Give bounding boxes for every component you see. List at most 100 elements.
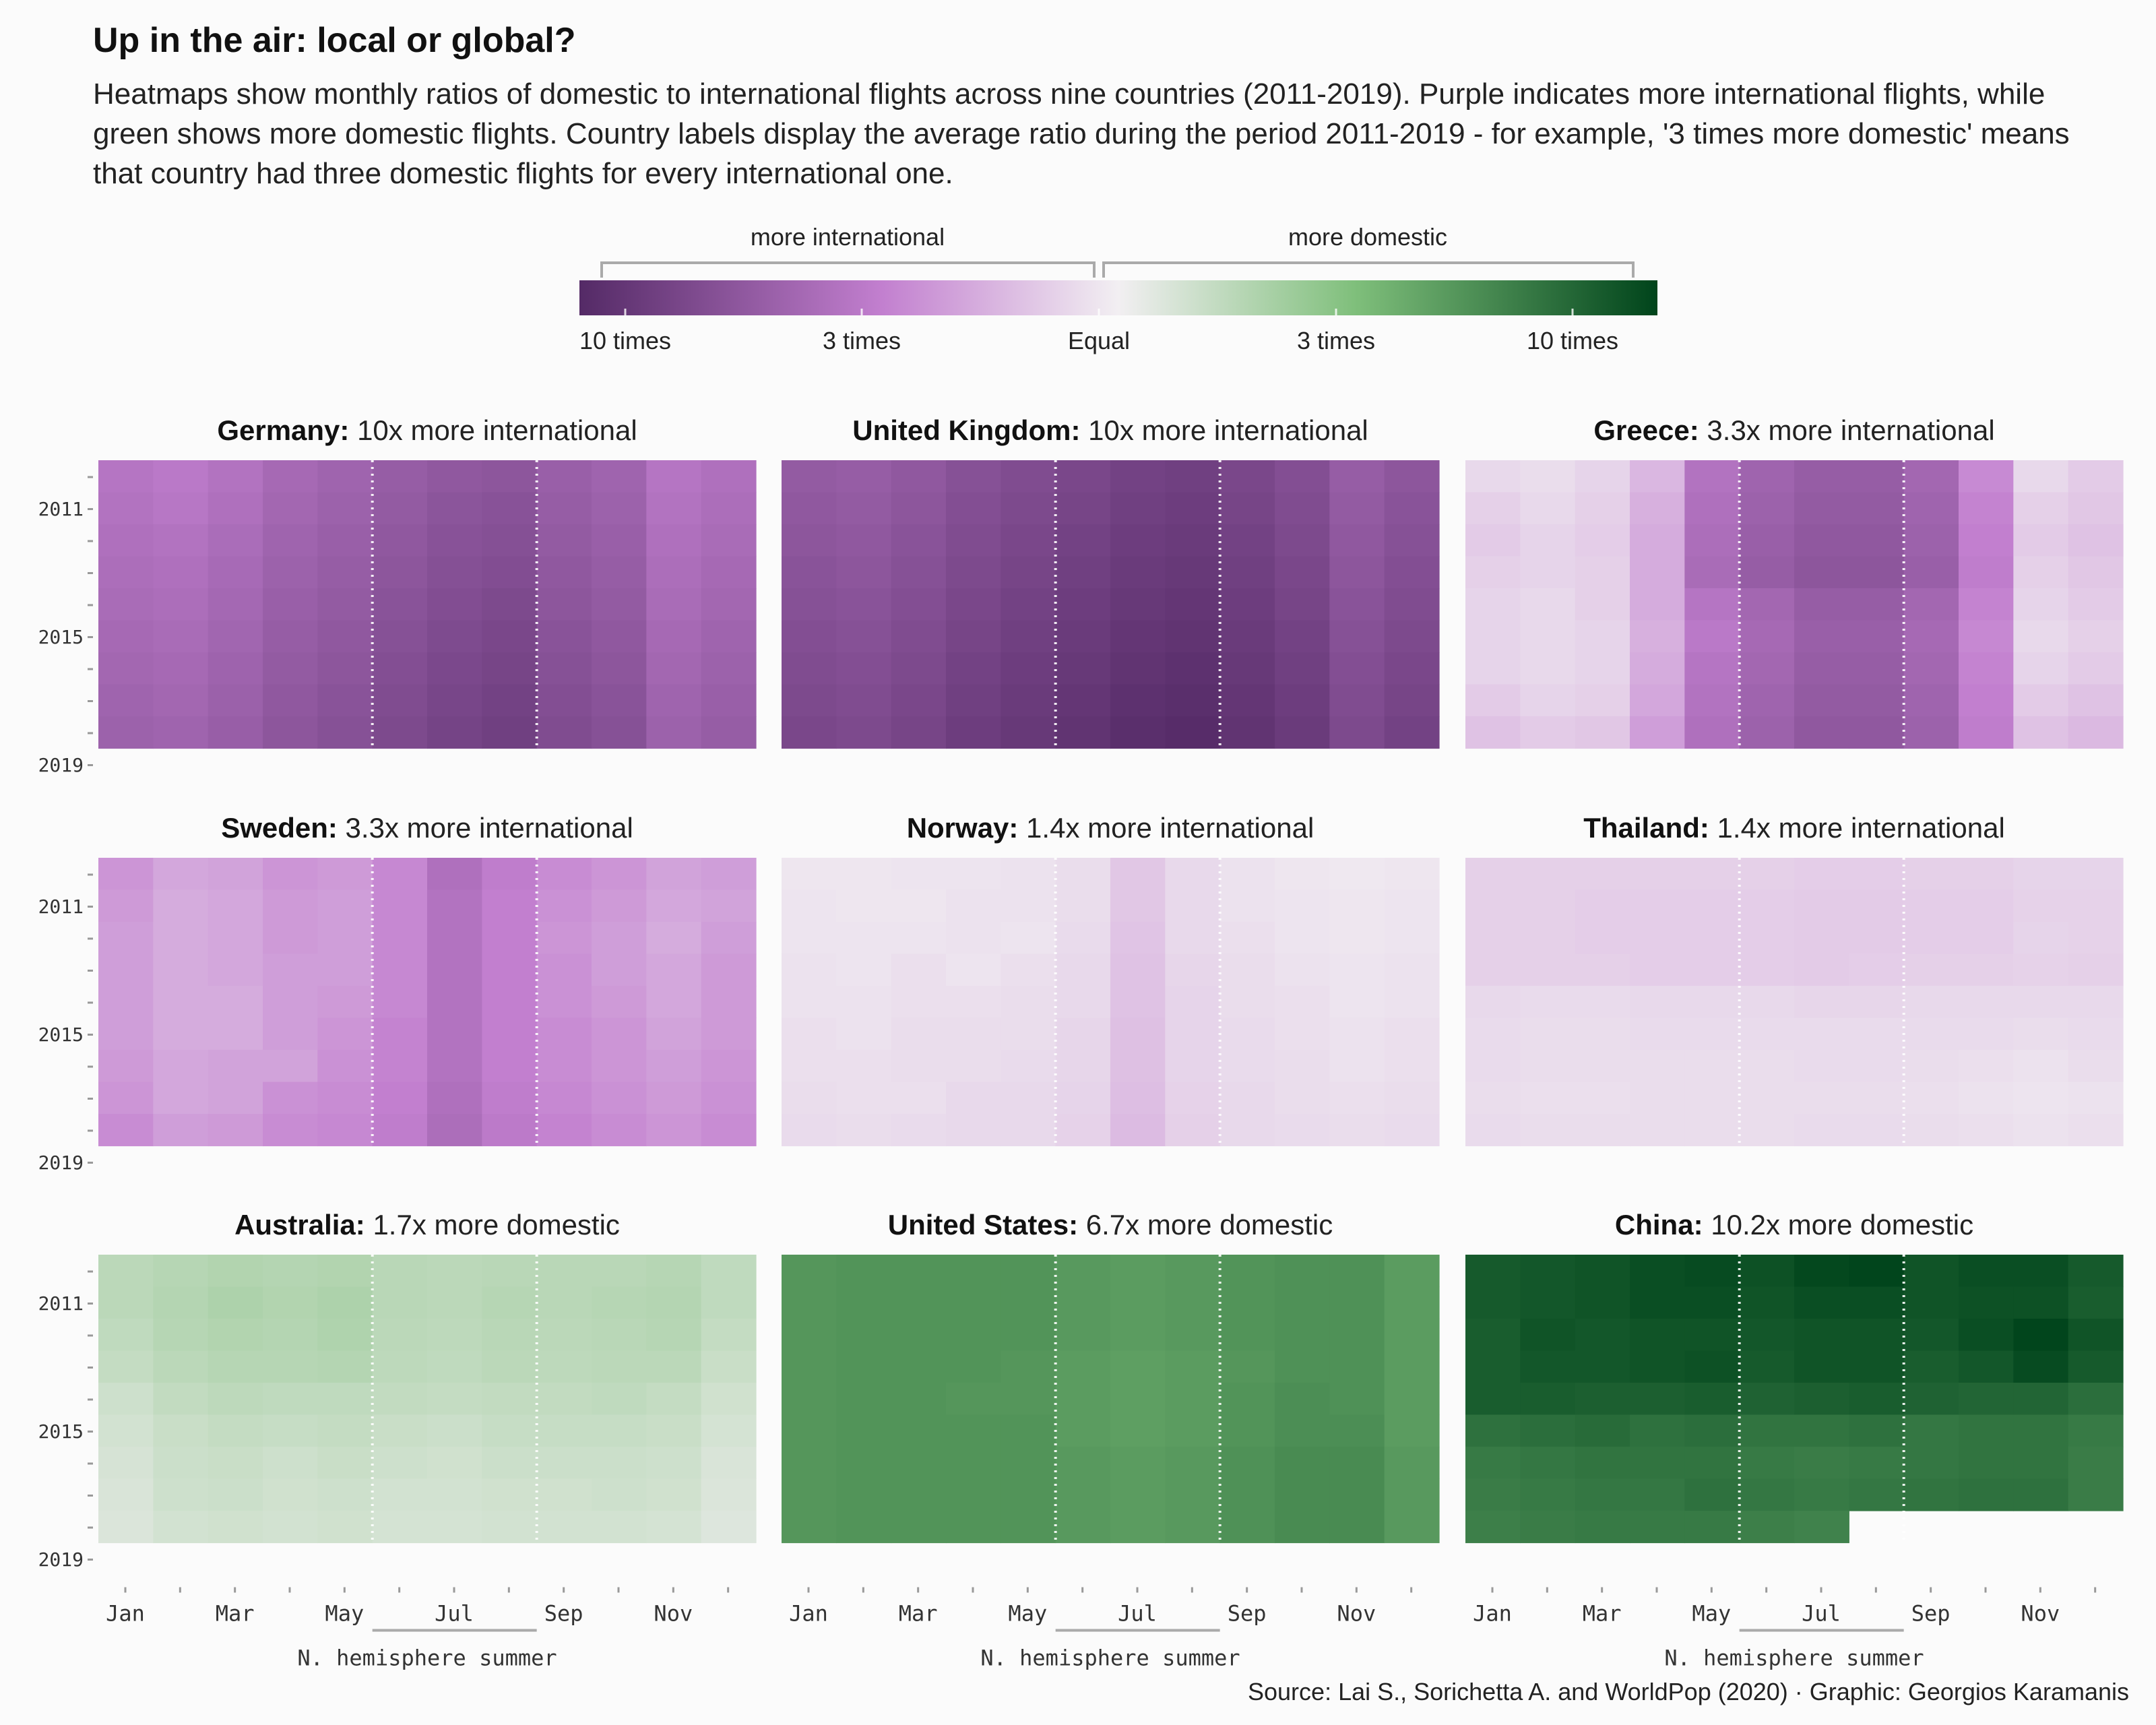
heatmap-cell xyxy=(836,986,892,1019)
heatmap-cell xyxy=(1465,1081,1521,1115)
country-name: Greece: xyxy=(1593,414,1699,446)
heatmap-cell xyxy=(1903,1478,1959,1511)
heatmap-cell xyxy=(98,858,154,891)
heatmap-cell xyxy=(208,1081,263,1115)
heatmap-cell xyxy=(1219,1350,1275,1383)
heatmap-cell xyxy=(1110,524,1166,557)
heatmap-cell xyxy=(427,1286,482,1319)
heatmap-cell xyxy=(1275,1511,1330,1544)
heatmap-cell xyxy=(1849,1114,1905,1147)
heatmap-cell xyxy=(1739,652,1795,685)
heatmap-cell xyxy=(536,1319,592,1352)
heatmap-cell xyxy=(1794,1447,1849,1480)
heatmap-cell xyxy=(1219,1050,1275,1083)
average-ratio-label: 1.4x more international xyxy=(1709,812,2005,844)
heatmap-cell xyxy=(536,652,592,685)
heatmap-cell xyxy=(482,620,538,653)
heatmap-cell xyxy=(891,652,947,685)
heatmap-cell xyxy=(592,1383,647,1416)
heatmap-cell xyxy=(891,858,947,891)
heatmap-cell xyxy=(1630,1383,1685,1416)
heatmap-cell xyxy=(1384,524,1440,557)
heatmap-cell xyxy=(1630,1081,1685,1115)
heatmap-cell xyxy=(482,1511,538,1544)
heatmap-cell xyxy=(1165,1447,1221,1480)
heatmap-cell xyxy=(1219,986,1275,1019)
heatmap-cell xyxy=(701,986,757,1019)
heatmap-cell xyxy=(1575,652,1630,685)
heatmap-cell xyxy=(1630,684,1685,717)
heatmap-cell xyxy=(1275,953,1330,986)
heatmap-cell xyxy=(701,684,757,717)
panel-title: Australia: 1.7x more domestic xyxy=(234,1209,620,1241)
heatmap-cell xyxy=(2068,1114,2124,1147)
heatmap-cell xyxy=(317,556,373,589)
heatmap-cell xyxy=(1110,1050,1166,1083)
heatmap-cell xyxy=(1739,922,1795,955)
heatmap-cell xyxy=(208,1286,263,1319)
heatmap-cell xyxy=(208,922,263,955)
heatmap-cell xyxy=(646,1414,702,1447)
heatmap-cell xyxy=(1630,1447,1685,1480)
heatmap-cell xyxy=(1903,652,1959,685)
heatmap-cell xyxy=(263,1081,318,1115)
average-ratio-label: 3.3x more international xyxy=(1699,414,1995,446)
heatmap-cell xyxy=(208,460,263,493)
heatmap-cell xyxy=(782,1017,837,1050)
heatmap-cell xyxy=(482,922,538,955)
heatmap-cell xyxy=(1165,620,1221,653)
panel-title: Sweden: 3.3x more international xyxy=(221,812,633,844)
heatmap-cell xyxy=(153,460,209,493)
heatmap-cell xyxy=(2013,922,2069,955)
heatmap-cell xyxy=(1739,953,1795,986)
heatmap-cell xyxy=(592,1478,647,1511)
heatmap-cell xyxy=(1794,1414,1849,1447)
heatmap-cell xyxy=(372,953,428,986)
heatmap-cell xyxy=(946,460,1001,493)
heatmap-cell xyxy=(1110,953,1166,986)
heatmap-cell xyxy=(701,556,757,589)
heatmap-cell xyxy=(153,1511,209,1544)
heatmap-cell xyxy=(263,1050,318,1083)
heatmap-cell xyxy=(2013,556,2069,589)
heatmap-cell xyxy=(1465,986,1521,1019)
x-axis-month-label: May xyxy=(325,1601,364,1627)
heatmap-cell xyxy=(1794,1017,1849,1050)
heatmap-cell xyxy=(1739,588,1795,621)
heatmap-cell xyxy=(701,524,757,557)
heatmap-cell xyxy=(536,620,592,653)
heatmap-cell xyxy=(646,1255,702,1288)
legend-tick-label: 3 times xyxy=(823,327,901,354)
heatmap-cell xyxy=(1275,588,1330,621)
heatmap-cell xyxy=(1959,588,2014,621)
heatmap-cell xyxy=(536,1350,592,1383)
heatmap-cell xyxy=(701,1114,757,1147)
heatmap-cell xyxy=(701,1478,757,1511)
heatmap-cell xyxy=(646,1511,702,1544)
heatmap-cell xyxy=(1903,684,1959,717)
heatmap-cell xyxy=(891,1447,947,1480)
heatmap-cell xyxy=(1055,716,1111,749)
heatmap-cell xyxy=(782,986,837,1019)
heatmap-cell xyxy=(1630,1511,1685,1544)
heatmap-cell xyxy=(2068,889,2124,922)
heatmap-cell xyxy=(592,492,647,525)
panel-title: China: 10.2x more domestic xyxy=(1615,1209,1973,1241)
heatmap-cell xyxy=(208,1114,263,1147)
heatmap-cell xyxy=(1465,1255,1521,1288)
heatmap-cell xyxy=(946,1350,1001,1383)
heatmap-cell xyxy=(1055,1414,1111,1447)
heatmap-cell xyxy=(782,1050,837,1083)
heatmap-cell xyxy=(317,1050,373,1083)
heatmap-cell xyxy=(1275,1478,1330,1511)
heatmap-cell xyxy=(1384,1050,1440,1083)
heatmap-cell xyxy=(1165,986,1221,1019)
heatmap-cell xyxy=(153,1286,209,1319)
heatmap-cell xyxy=(1959,1017,2014,1050)
heatmap-cell xyxy=(317,1350,373,1383)
heatmap-cell xyxy=(482,460,538,493)
heatmap-cell xyxy=(701,889,757,922)
heatmap-cell xyxy=(1575,1350,1630,1383)
heatmap-cell xyxy=(1165,1050,1221,1083)
heatmap-cell xyxy=(1055,1050,1111,1083)
